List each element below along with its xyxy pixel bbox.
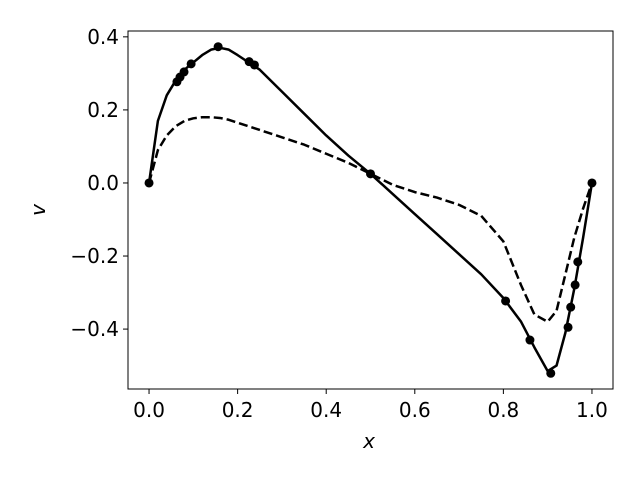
marker xyxy=(525,335,535,345)
y-tick-label: 0.4 xyxy=(87,25,119,49)
marker xyxy=(566,302,576,312)
x-tick-label: 0.0 xyxy=(133,398,165,422)
marker xyxy=(213,42,223,52)
marker xyxy=(249,60,259,70)
line-series xyxy=(147,115,594,324)
x-tick-label: 1.0 xyxy=(576,398,608,422)
x-axis-label: x xyxy=(362,429,375,453)
x-tick-label: 0.4 xyxy=(310,398,342,422)
x-tick-label: 0.2 xyxy=(222,398,254,422)
marker xyxy=(587,178,597,188)
y-axis-label: v xyxy=(26,203,50,216)
x-tick-label: 0.6 xyxy=(399,398,431,422)
marker xyxy=(546,368,556,378)
marker xyxy=(570,280,580,290)
marker xyxy=(573,257,583,267)
marker xyxy=(186,59,196,69)
plot-frame xyxy=(127,30,614,390)
y-tick-label: 0.2 xyxy=(87,98,119,122)
marker xyxy=(144,178,154,188)
line-series xyxy=(147,46,594,373)
marker xyxy=(179,67,189,77)
marker xyxy=(563,322,573,332)
marker xyxy=(366,169,375,179)
marker xyxy=(501,296,511,306)
y-tick-label: −0.4 xyxy=(70,317,119,341)
x-tick-label: 0.8 xyxy=(487,398,519,422)
y-tick-label: 0.0 xyxy=(87,171,119,195)
y-tick-label: −0.2 xyxy=(70,244,119,268)
